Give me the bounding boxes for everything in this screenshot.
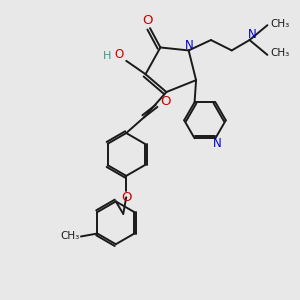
Text: O: O (114, 48, 123, 62)
Text: N: N (248, 28, 257, 41)
Text: CH₃: CH₃ (270, 19, 290, 29)
Text: O: O (121, 191, 131, 204)
Text: CH₃: CH₃ (60, 232, 80, 242)
Text: H: H (103, 51, 111, 61)
Text: N: N (185, 39, 194, 52)
Text: CH₃: CH₃ (270, 48, 290, 59)
Text: N: N (212, 137, 221, 150)
Text: O: O (160, 95, 171, 108)
Text: O: O (142, 14, 152, 27)
